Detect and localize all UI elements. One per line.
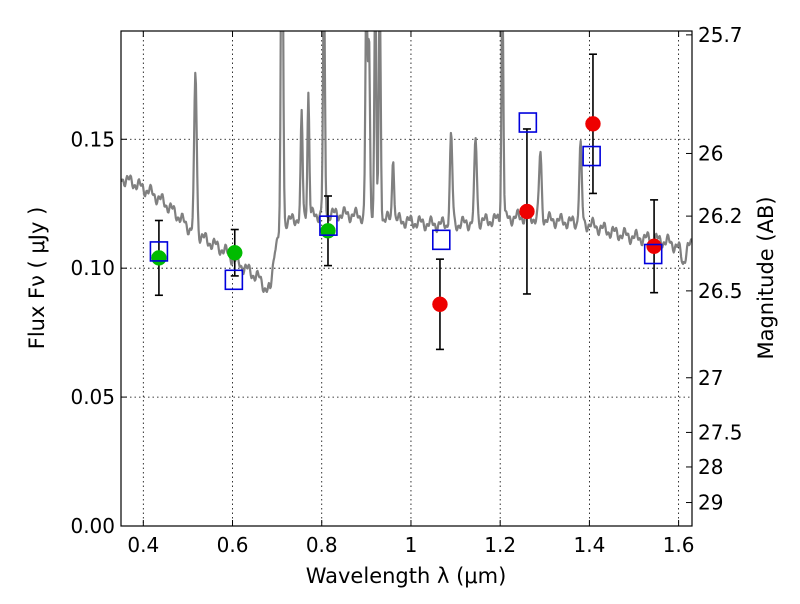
y-tick-label: 0.00 <box>70 514 115 538</box>
y2-tick-label: 26 <box>698 141 723 165</box>
x-tick-label: 0.6 <box>217 533 249 557</box>
y2-tick-label: 27.5 <box>698 420 743 444</box>
y2-tick-label: 25.7 <box>698 23 743 47</box>
x-tick-label: 1.6 <box>663 533 695 557</box>
x-tick-label: 0.8 <box>306 533 338 557</box>
x-axis-title: Wavelength λ (μm) <box>306 564 507 588</box>
model-square-marker <box>582 145 601 167</box>
spectrum-line <box>121 31 692 293</box>
y2-tick-label: 26.5 <box>698 279 743 303</box>
model-square-marker <box>319 215 338 236</box>
model-spectrum <box>121 31 692 293</box>
data-point-marker <box>646 238 662 255</box>
model-square-marker <box>431 229 451 251</box>
model-square-marker <box>224 269 244 291</box>
axis-ticks: 0.4 0.6 0.8 1 1.2 1.4 1.6 0.00 0.05 0.10 0.15 25.7 2… <box>70 23 742 557</box>
x-tick-label: 1.4 <box>573 533 605 557</box>
data-point-marker <box>432 296 448 313</box>
y2-axis-title: Magnitude (AB) <box>754 196 778 359</box>
x-tick-label: 0.4 <box>127 533 159 557</box>
data-point-marker <box>585 116 601 132</box>
x-tick-label: 1.2 <box>484 533 516 557</box>
data-point-marker <box>227 244 243 261</box>
data-markers <box>149 112 663 313</box>
y-tick-label: 0.10 <box>70 256 115 280</box>
data-point-marker <box>320 223 336 239</box>
y2-tick-label: 26.2 <box>698 204 743 228</box>
model-square-marker <box>518 112 538 133</box>
y-axis-title: Flux Fν ( μJy ) <box>25 207 49 350</box>
y2-tick-label: 29 <box>698 491 723 515</box>
plot-frame <box>120 30 693 527</box>
y2-tick-label: 27 <box>698 366 723 390</box>
y2-tick-label: 28 <box>698 455 723 479</box>
model-square-marker <box>149 241 169 262</box>
y-tick-label: 0.15 <box>70 127 115 151</box>
data-point-marker <box>151 250 167 266</box>
data-point-marker <box>519 203 535 220</box>
model-square-marker <box>643 243 663 265</box>
grid-lines <box>121 31 692 526</box>
y-tick-label: 0.05 <box>70 385 115 409</box>
x-tick-label: 1 <box>405 533 418 557</box>
